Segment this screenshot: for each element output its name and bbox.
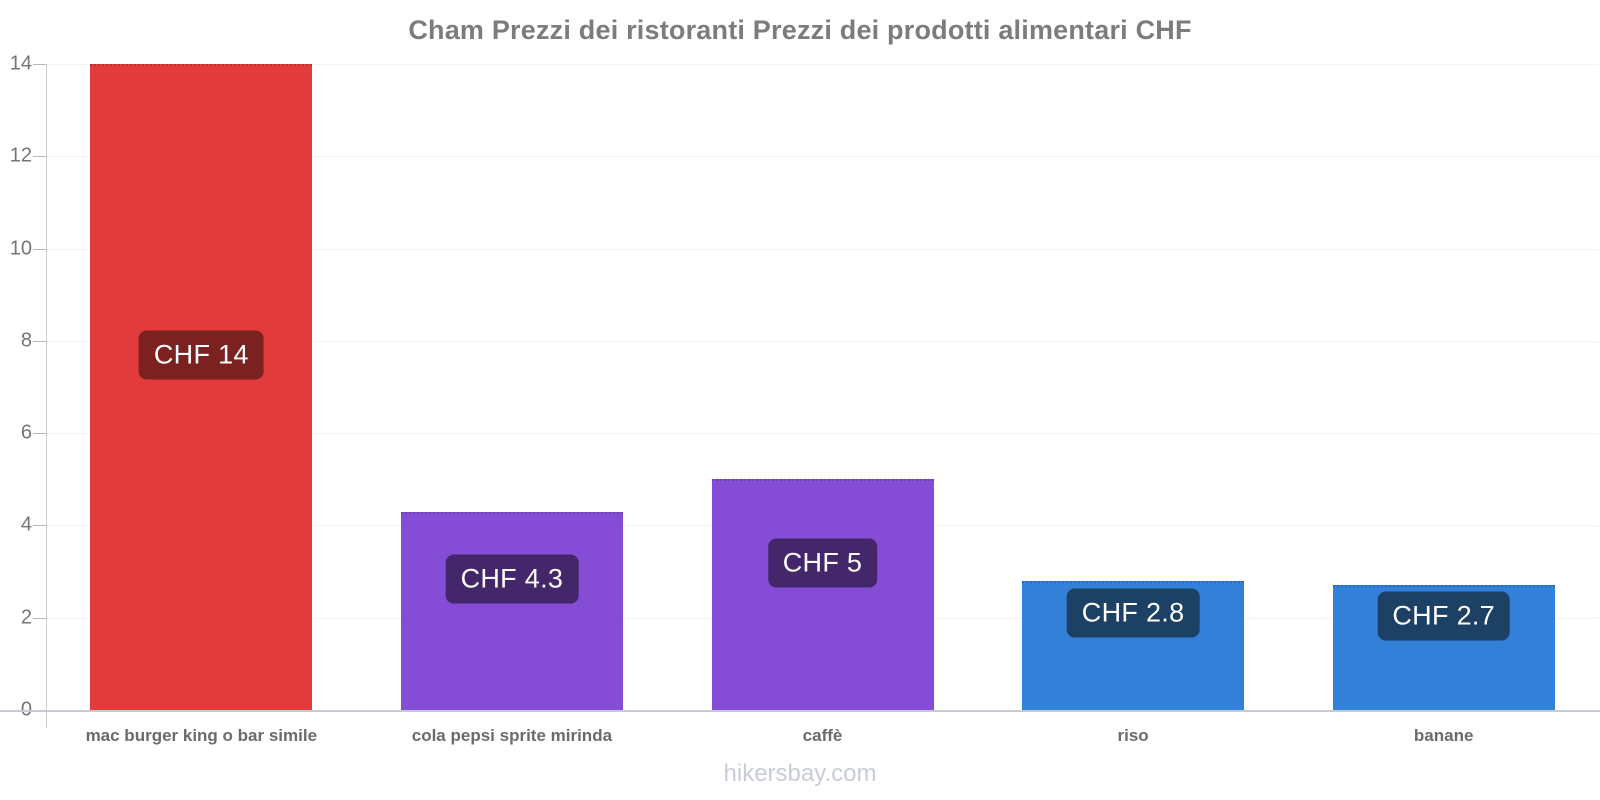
gridline: [46, 433, 1599, 435]
y-axis-line: [46, 64, 47, 728]
gridline: [46, 156, 1599, 158]
bar-value-label: CHF 5: [767, 538, 878, 588]
bar-3[interactable]: [711, 479, 934, 710]
gridline: [46, 340, 1599, 342]
y-axis-tick-label: 2: [20, 606, 32, 629]
x-axis-label: banane: [1413, 726, 1474, 745]
x-axis-label: riso: [1117, 726, 1149, 745]
y-axis-tick-label: 4: [20, 513, 32, 536]
bar-value-label: CHF 2.7: [1377, 591, 1510, 641]
y-axis-tick-mark: [33, 617, 46, 619]
bar-value-label: CHF 14: [138, 330, 264, 380]
footer-link[interactable]: hikersbay.com: [723, 760, 877, 787]
bar-1[interactable]: [90, 64, 313, 710]
gridline: [46, 64, 1599, 65]
y-axis-tick-label: 6: [20, 421, 32, 444]
y-axis-tick-label: 0: [21, 699, 32, 722]
gridline: [46, 248, 1599, 250]
y-axis-tick-mark: [33, 340, 46, 342]
bar-value-label: CHF 2.8: [1066, 588, 1200, 638]
y-axis-tick-mark: [33, 525, 46, 527]
bar-2[interactable]: [400, 511, 623, 710]
x-axis-baseline: [0, 710, 1600, 712]
x-axis-label: mac burger king o bar simile: [85, 726, 318, 745]
x-axis-label: cola pepsi sprite mirinda: [411, 726, 613, 745]
y-axis-tick-mark: [33, 433, 46, 435]
y-axis-tick-label: 8: [20, 329, 32, 352]
y-axis-tick-mark: [33, 248, 46, 250]
y-axis-tick-label: 12: [9, 144, 32, 167]
chart-title: Cham Prezzi dei ristoranti Prezzi dei pr…: [408, 15, 1192, 45]
bar-value-label: CHF 4.3: [445, 554, 579, 604]
x-axis-label: caffè: [802, 726, 843, 745]
y-axis-tick-label: 10: [9, 237, 32, 260]
y-axis-tick-label: 14: [9, 52, 32, 75]
y-axis-tick-mark: [33, 64, 46, 65]
y-axis-tick-mark: [33, 156, 46, 158]
